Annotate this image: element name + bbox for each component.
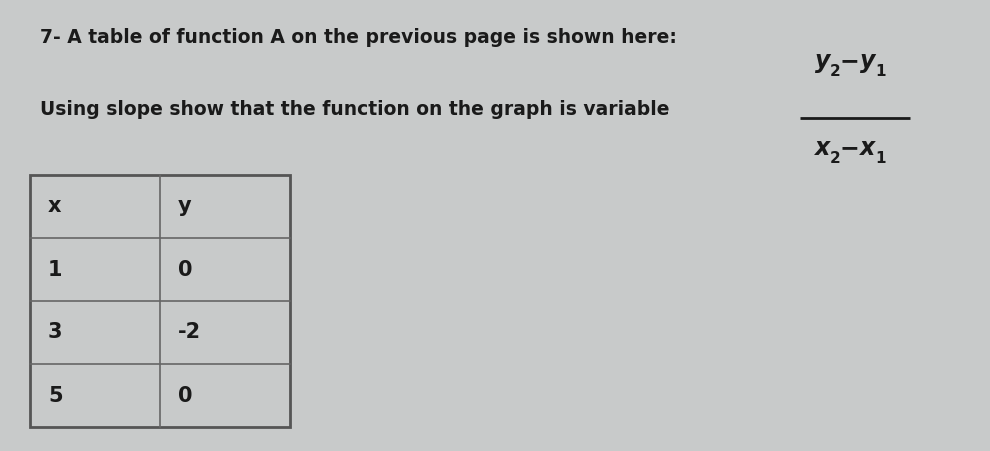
Text: 2: 2: [830, 64, 841, 79]
Text: 7- A table of function A on the previous page is shown here:: 7- A table of function A on the previous…: [40, 28, 677, 47]
Text: 1: 1: [875, 151, 885, 166]
Text: y: y: [860, 49, 875, 73]
Text: 1: 1: [875, 64, 885, 79]
Text: x: x: [860, 136, 875, 160]
Text: x: x: [815, 136, 831, 160]
Text: 1: 1: [48, 259, 62, 280]
Text: Using slope show that the function on the graph is variable: Using slope show that the function on th…: [40, 100, 669, 119]
Text: x: x: [48, 197, 61, 216]
Bar: [30, 175, 290, 427]
Text: 0: 0: [178, 259, 192, 280]
Text: −: −: [840, 136, 859, 160]
Text: 3: 3: [48, 322, 62, 342]
Text: -2: -2: [178, 322, 201, 342]
Text: y: y: [815, 49, 831, 73]
Text: 0: 0: [178, 386, 192, 405]
Text: y: y: [178, 197, 192, 216]
Text: −: −: [840, 49, 859, 73]
Text: 2: 2: [830, 151, 841, 166]
Text: 5: 5: [48, 386, 62, 405]
